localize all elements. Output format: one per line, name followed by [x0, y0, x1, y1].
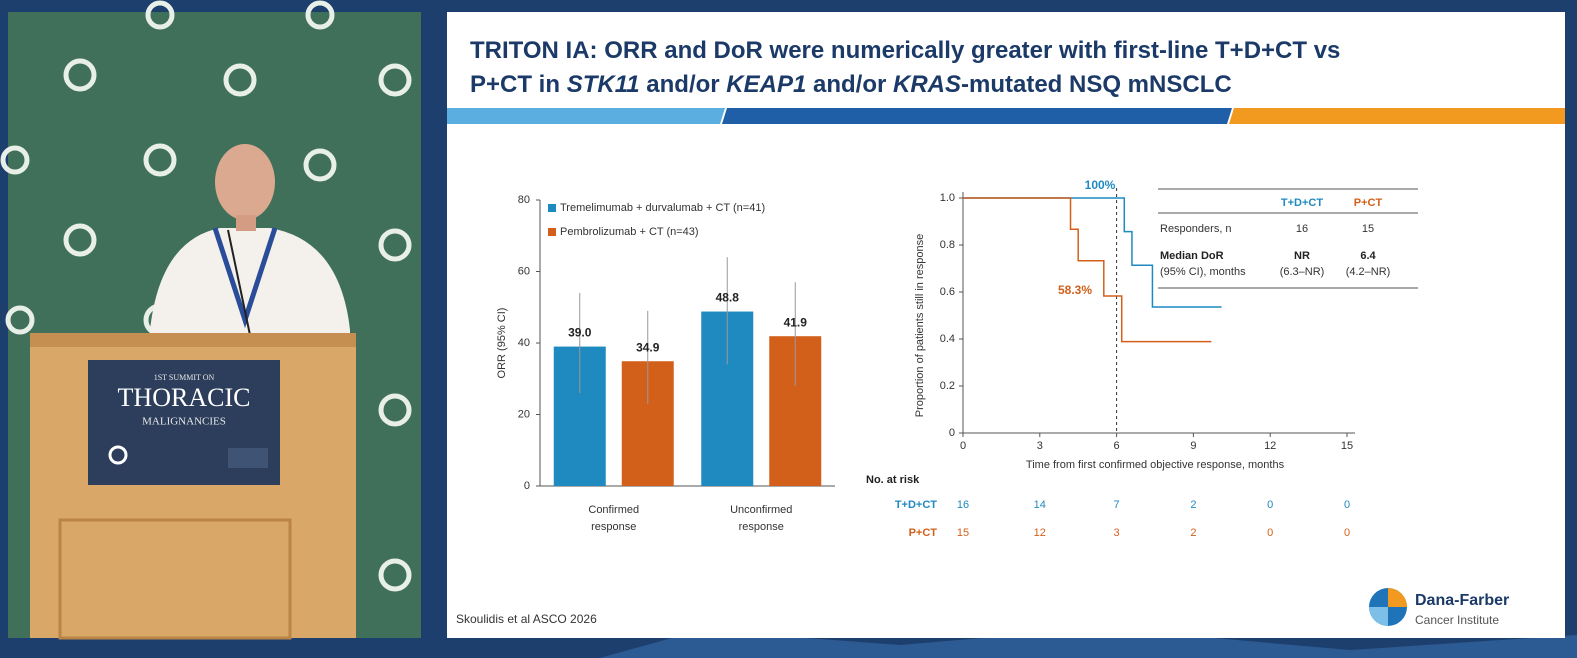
y-axis-label: ORR (95% CI) [496, 308, 508, 379]
at-risk-count: 2 [1190, 499, 1196, 511]
at-risk-count: 12 [1034, 527, 1046, 539]
microphone [227, 229, 251, 336]
y-tick-label: 40 [518, 337, 530, 349]
podium-top [30, 333, 356, 347]
y-tick-label: 0 [524, 480, 530, 492]
legend-swatch [548, 204, 556, 212]
table-cell: 15 [1362, 223, 1374, 235]
citation: Skoulidis et al ASCO 2026 [456, 612, 597, 626]
y-tick-label: 0.2 [940, 380, 955, 392]
at-risk-label: T+D+CT [895, 499, 937, 511]
title-segment: and/or [640, 71, 727, 98]
x-tick-label: 6 [1114, 440, 1120, 452]
stripe [722, 108, 1232, 124]
value-label: 48.8 [716, 291, 740, 305]
title-segment: TRITON IA: ORR and DoR were numerically … [470, 37, 1340, 64]
value-label: 41.9 [784, 315, 808, 329]
annotation: 100% [1085, 178, 1116, 192]
frame-pattern [600, 628, 1577, 658]
logo-mark [1369, 607, 1388, 626]
km-curve [963, 197, 1212, 343]
at-risk-label: P+CT [909, 527, 938, 539]
slide-title-line: TRITON IA: ORR and DoR were numerically … [470, 37, 1340, 64]
y-axis-label: Proportion of patients still in response [914, 234, 926, 417]
x-tick-label: 12 [1264, 440, 1276, 452]
x-tick-label: 0 [960, 440, 966, 452]
title-segment: P+CT in [470, 71, 567, 98]
table-cell: 6.4 [1360, 250, 1376, 262]
x-axis-label: Time from first confirmed objective resp… [1026, 459, 1285, 471]
x-tick-label: 15 [1341, 440, 1353, 452]
at-risk-count: 15 [957, 527, 969, 539]
at-risk-count: 0 [1267, 527, 1273, 539]
y-tick-label: 0.4 [940, 333, 955, 345]
table-cell: (4.2–NR) [1346, 266, 1391, 278]
x-tick-label-line: response [591, 521, 636, 533]
table-cell: 16 [1296, 223, 1308, 235]
at-risk-count: 0 [1344, 527, 1350, 539]
slide [447, 12, 1565, 638]
stripe [1229, 108, 1565, 124]
at-risk-count: 16 [957, 499, 969, 511]
legend-swatch [548, 228, 556, 236]
at-risk-count: 7 [1114, 499, 1120, 511]
at-risk-count: 2 [1190, 527, 1196, 539]
legend-label: Tremelimumab + durvalumab + CT (n=41) [560, 202, 765, 214]
legend-label: Pembrolizumab + CT (n=43) [560, 226, 699, 238]
sign-logo-2 [228, 448, 268, 468]
title-segment: KRAS [893, 71, 961, 98]
x-tick-label-line: Unconfirmed [730, 504, 792, 516]
sign-main: THORACIC [118, 383, 251, 412]
value-label: 39.0 [568, 326, 592, 340]
y-tick-label: 20 [518, 408, 530, 420]
table-row-label: Responders, n [1160, 223, 1232, 235]
stripe [447, 108, 725, 124]
at-risk-title: No. at risk [866, 474, 920, 486]
logo-mark [1388, 588, 1407, 607]
value-label: 34.9 [636, 340, 660, 354]
table-row-label: (95% CI), months [1160, 266, 1246, 278]
y-tick-label: 80 [518, 194, 530, 206]
backdrop-logos [0, 0, 412, 592]
slide-title-line: P+CT in STK11 and/or KEAP1 and/or KRAS-m… [470, 71, 1232, 98]
table-row-label: Median DoR [1160, 250, 1224, 262]
at-risk-count: 3 [1114, 527, 1120, 539]
speaker-lanyard [212, 227, 278, 329]
sign-logo [108, 445, 128, 465]
km-curve [963, 197, 1222, 308]
logo-name: Dana-Farber [1415, 592, 1509, 609]
y-tick-label: 0.8 [940, 239, 955, 251]
logo-sub: Cancer Institute [1415, 613, 1499, 627]
title-segment: STK11 [567, 71, 640, 98]
podium-panel [58, 518, 292, 640]
title-segment: KEAP1 [726, 71, 806, 98]
sign-sub: MALIGNANCIES [142, 416, 226, 428]
x-tick-label: 3 [1037, 440, 1043, 452]
title-segment: -mutated NSQ mNSCLC [961, 71, 1232, 98]
y-tick-label: 60 [518, 265, 530, 277]
y-tick-label: 0.6 [940, 286, 955, 298]
table-header: T+D+CT [1281, 197, 1323, 209]
at-risk-count: 0 [1344, 499, 1350, 511]
table-cell: (6.3–NR) [1280, 266, 1325, 278]
y-tick-label: 0 [949, 427, 955, 439]
speaker-head [215, 144, 275, 220]
x-tick-label: Confirmed response [588, 504, 639, 533]
at-risk-count: 0 [1267, 499, 1273, 511]
table-header: P+CT [1354, 197, 1383, 209]
title-segment: and/or [806, 71, 893, 98]
speaker-shirt [150, 228, 350, 350]
x-tick-label-line: Confirmed [588, 504, 639, 516]
y-tick-label: 1.0 [940, 192, 955, 204]
x-tick-label-line: response [739, 521, 784, 533]
sign-top: 1ST SUMMIT ON [154, 373, 215, 382]
x-tick-label: Unconfirmed response [730, 504, 792, 533]
speaker-neck [236, 215, 256, 231]
x-tick-label: 9 [1190, 440, 1196, 452]
table-cell: NR [1294, 250, 1310, 262]
annotation: 58.3% [1058, 283, 1092, 297]
at-risk-count: 14 [1034, 499, 1046, 511]
